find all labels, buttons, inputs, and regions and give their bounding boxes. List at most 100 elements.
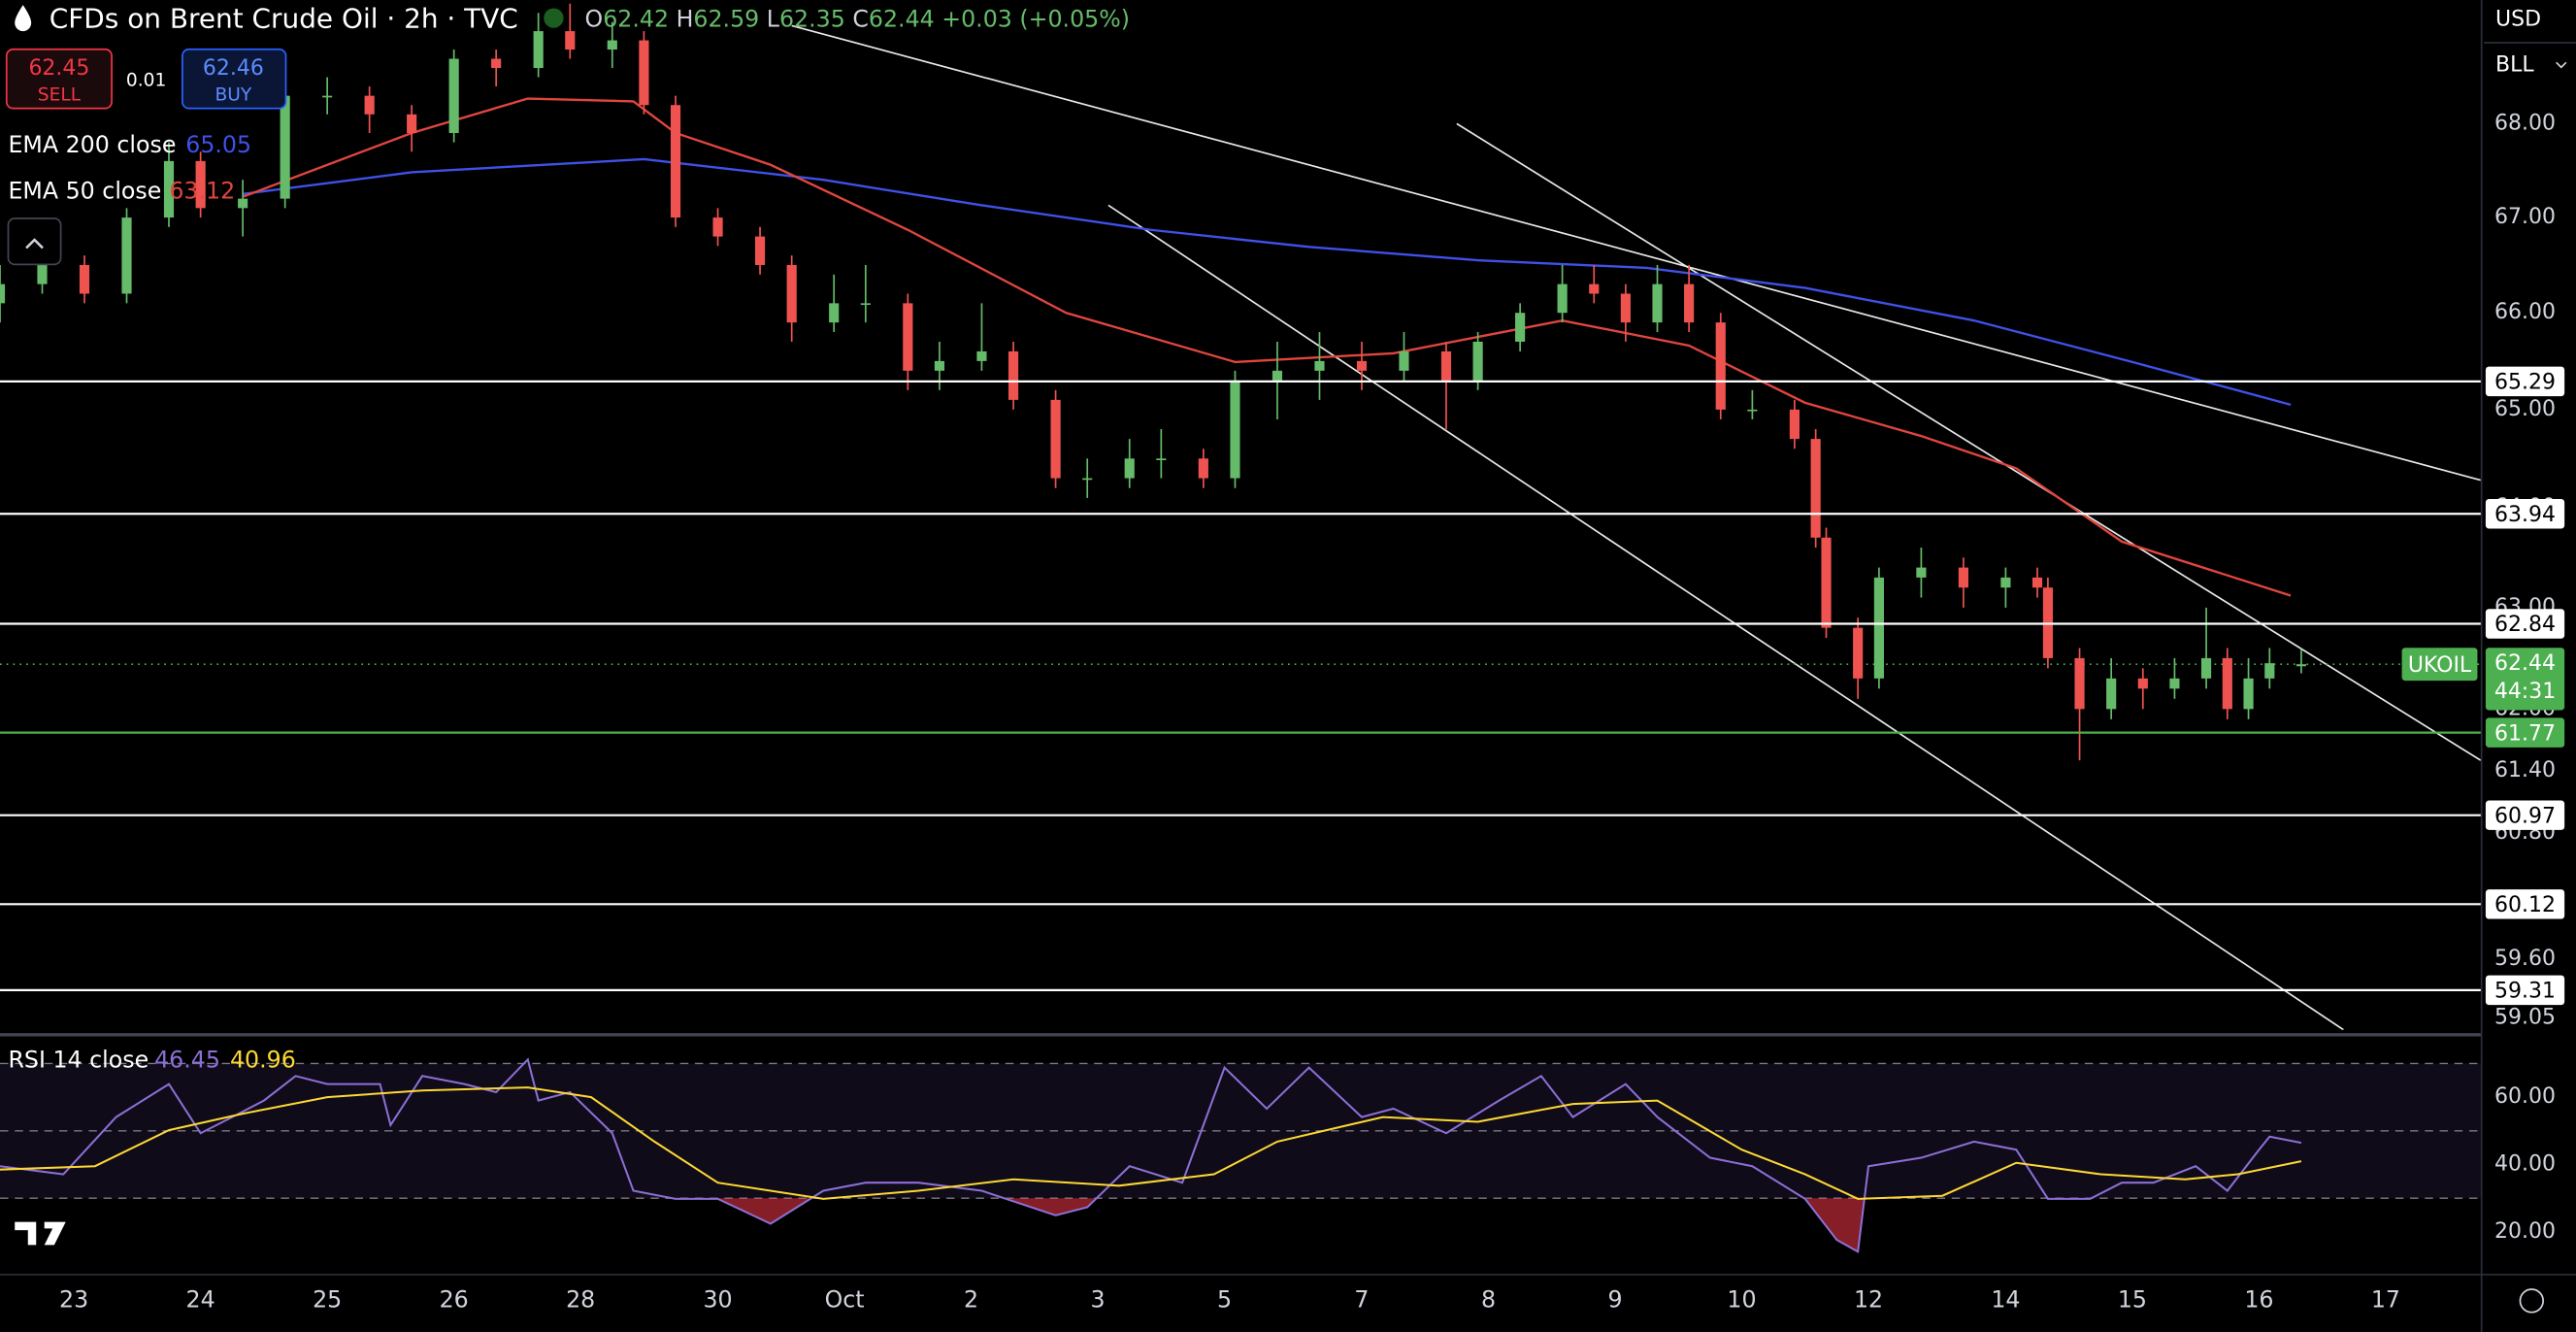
symbol-badge [2401, 648, 2478, 682]
level-label: 65.29 [2494, 371, 2556, 395]
candle-body [121, 217, 132, 294]
price-pane [0, 3, 2481, 1030]
candle-body [238, 198, 248, 209]
candle-body [2137, 678, 2148, 689]
x-tick-label: 8 [1481, 1285, 1496, 1313]
ohlc-key: C [852, 5, 869, 32]
candle-body [407, 114, 417, 133]
level-label: 62.84 [2494, 613, 2556, 637]
candle-body [1873, 577, 1884, 679]
candle-body [1198, 458, 1208, 479]
candle-body [1652, 283, 1663, 323]
candle-body [2264, 663, 2275, 679]
x-tick-label: 30 [703, 1285, 732, 1313]
candle-body [2295, 664, 2307, 667]
candle-body [2169, 678, 2180, 689]
level-label-box [2485, 889, 2565, 919]
ohlc-change: +0.03 (+0.05%) [941, 5, 1130, 32]
ohlc-key: H [677, 5, 694, 32]
currency[interactable]: USD [2495, 7, 2541, 31]
symbol-title: CFDs on Brent Crude Oil · 2h · TVC [50, 2, 518, 34]
candle-body [1472, 341, 1483, 381]
last-price-label: 62.44 [2494, 651, 2556, 676]
candle-body [2106, 678, 2117, 710]
candle-body [934, 360, 945, 371]
ohlc-key: O [585, 5, 604, 32]
ema-legend-value: 63.12 [169, 177, 235, 204]
last-price-box [2485, 648, 2565, 711]
trend-line [1456, 122, 2481, 761]
trend-line [791, 24, 2481, 482]
ohlc-value: 62.59 [693, 5, 759, 32]
status-dot [544, 8, 564, 28]
candle-body [163, 160, 175, 218]
settings-icon[interactable] [2519, 1288, 2544, 1314]
y-tick-label: 59.60 [2494, 947, 2556, 971]
candle-body [2243, 678, 2254, 710]
ohlc-key: L [767, 5, 780, 32]
candle-body [1789, 409, 1800, 440]
spread: 0.01 [126, 70, 166, 90]
candle-body [1124, 458, 1135, 479]
candle-body [37, 264, 48, 284]
candle-body [533, 31, 544, 69]
y-tick-label: 59.05 [2494, 1006, 2556, 1030]
candle-body [1008, 350, 1019, 400]
rsi-tick-label: 40.00 [2494, 1151, 2556, 1176]
level-label: 63.94 [2494, 503, 2556, 527]
candle-body [2222, 657, 2232, 710]
collapse-icon [25, 238, 44, 250]
candle-body [1399, 350, 1409, 371]
candle-body [1082, 478, 1093, 481]
candle-body [1050, 399, 1061, 479]
x-tick-label: 12 [1854, 1285, 1883, 1313]
oversold-fill [0, 1198, 2301, 1252]
candle-body [1684, 283, 1695, 323]
candle-body [1271, 370, 1283, 381]
ohlc-value: 62.44 [869, 5, 935, 32]
candle-body [448, 58, 459, 133]
candle-body [903, 303, 913, 371]
rsi-line [0, 1057, 2302, 1253]
x-tick-label: 5 [1217, 1285, 1232, 1313]
tv-logo [15, 1221, 66, 1246]
sell-label: SELL [38, 85, 82, 106]
x-tick-label: 2 [964, 1285, 978, 1313]
x-tick-label: 14 [1991, 1285, 2020, 1313]
sell-button[interactable] [5, 48, 113, 110]
unit[interactable]: BLL [2495, 53, 2534, 78]
buy-price: 62.46 [203, 56, 264, 81]
legend: CFDs on Brent Crude Oil · 2h · TVC O62.4… [5, 2, 2576, 1314]
ema50-legend: EMA 50 close [8, 177, 161, 204]
candle-body [976, 350, 987, 361]
candle-body [1356, 360, 1368, 371]
candle-body [639, 40, 649, 106]
rsi-band [0, 1063, 2481, 1199]
plot: 23 24 25 26 28 30 Oct 2 3 5 7 8 9 10 12 14 15 16 1768.0067… [0, 3, 2565, 1313]
candle-body [322, 95, 333, 98]
candle-body [1515, 313, 1526, 342]
candle-body [2200, 657, 2212, 679]
candle-body [2031, 577, 2043, 588]
y-tick-label: 61.40 [2494, 758, 2556, 783]
rsi-legend-value: 40.96 [230, 1046, 296, 1073]
ema-line [242, 157, 2292, 407]
level-label: 60.97 [2494, 804, 2556, 828]
x-tick-label: 15 [2118, 1285, 2147, 1313]
level-label: 60.12 [2494, 893, 2556, 917]
candle-body [607, 40, 617, 50]
level-label-box [2485, 366, 2565, 397]
candle-body [195, 160, 206, 209]
ohlc-value: 62.42 [603, 5, 669, 32]
candle-body [0, 283, 6, 304]
candle-body [1715, 322, 1726, 410]
candle-body [786, 264, 797, 323]
level-label-box [2485, 975, 2565, 1006]
x-tick-label: Oct [825, 1285, 865, 1313]
buy-button[interactable] [182, 48, 287, 110]
candle-body [829, 303, 840, 323]
trend-line [1107, 204, 2344, 1030]
y-tick-label: 67.00 [2494, 205, 2556, 229]
